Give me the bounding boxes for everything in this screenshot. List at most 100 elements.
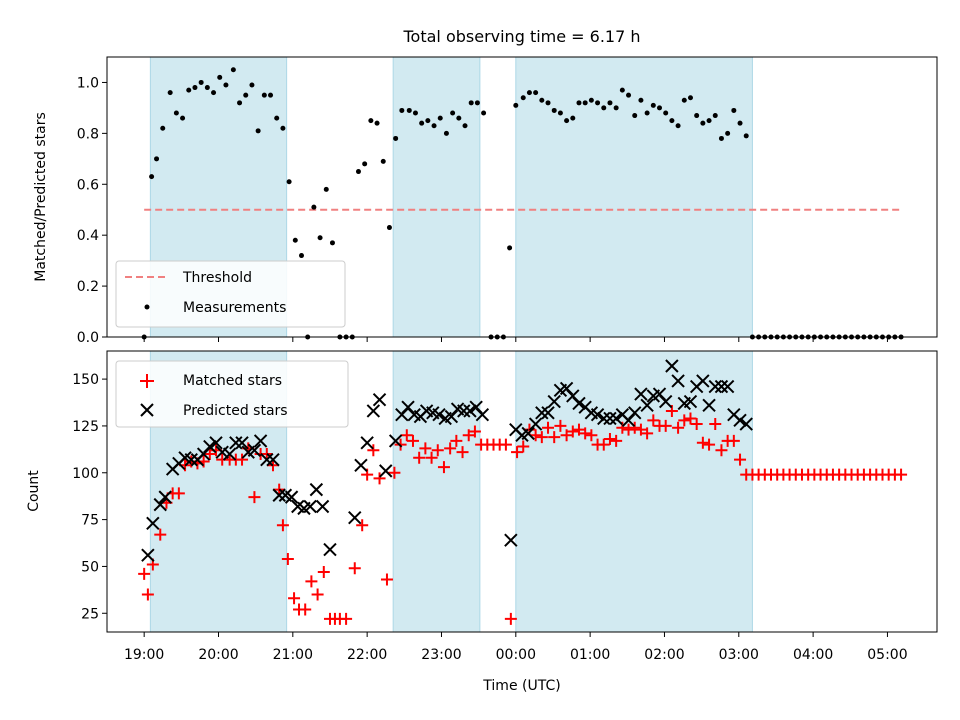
measurement-point [154, 156, 160, 162]
y-tick-label: 50 [81, 559, 99, 575]
predicted-star-point [597, 411, 611, 426]
measurement-point [481, 110, 487, 116]
predicted-star-point [463, 404, 477, 418]
measurement-point [551, 107, 557, 113]
matched-star-point [437, 461, 450, 474]
measurement-point [380, 158, 386, 164]
measurement-point [513, 102, 519, 108]
measurement-point [211, 90, 217, 96]
matched-star-point [542, 421, 555, 434]
measurement-point [582, 100, 588, 106]
matched-star-point [236, 453, 249, 466]
matched-star-point [610, 434, 623, 447]
measurement-point [180, 115, 186, 121]
matched-star-point [413, 451, 426, 464]
matched-star-point [647, 414, 660, 427]
predicted-star-point [372, 392, 387, 407]
measurement-point [268, 92, 274, 98]
measurement-point [687, 95, 693, 101]
predicted-star-point [303, 499, 317, 514]
measurement-point [329, 240, 335, 246]
predicted-star-point [683, 394, 698, 409]
legend-box [115, 260, 346, 328]
predicted-star-point [658, 394, 673, 409]
matched-star-point [373, 472, 386, 485]
measurement-point [399, 107, 405, 113]
predicted-star-point [284, 490, 299, 504]
matched-star-point [348, 562, 361, 575]
matched-star-point [734, 453, 747, 466]
predicted-star-point [528, 417, 543, 431]
measurement-point [450, 110, 456, 116]
measurement-point [431, 123, 437, 129]
measurement-point [437, 115, 443, 121]
matched-star-point [141, 588, 154, 601]
measurement-point [468, 100, 474, 106]
matched-star-point [203, 448, 216, 461]
measurement-point [230, 67, 236, 73]
matched-star-point [566, 425, 579, 438]
matched-star-point [172, 487, 185, 500]
matched-star-point [554, 419, 567, 432]
y-tick-label: 0.4 [77, 228, 99, 244]
measurement-point [406, 107, 412, 113]
matched-star-point [579, 427, 592, 440]
matched-star-point [367, 444, 380, 457]
matched-star-point [641, 427, 654, 440]
measurement-point [223, 82, 229, 88]
predicted-star-point [272, 488, 286, 502]
measurement-point [539, 97, 545, 103]
matched-star-point [276, 519, 289, 532]
matched-star-point [715, 444, 728, 457]
measurement-point [613, 105, 619, 111]
matched-star-point [311, 588, 324, 601]
predicted-star-point [247, 443, 262, 457]
x-tick-label: 20:00 [198, 647, 238, 663]
y-tick-label: 125 [72, 419, 99, 435]
predicted-star-point [541, 406, 555, 420]
measurement-point [374, 120, 380, 126]
predicted-star-point [665, 359, 679, 373]
matched-star-point [709, 418, 722, 431]
measurement-point [607, 100, 613, 106]
measurement-point [274, 115, 280, 121]
matched-star-point [504, 612, 517, 625]
measurement-point [386, 225, 392, 231]
matched-star-point [444, 442, 457, 455]
x-tick-label: 23:00 [421, 647, 461, 663]
measurement-point [526, 90, 532, 96]
matched-star-point [535, 431, 548, 444]
predicted-star-point [379, 464, 393, 478]
measurement-point [204, 85, 210, 91]
observing-interval [515, 350, 753, 633]
measurement-point [393, 135, 399, 141]
plot-frame [106, 350, 938, 633]
predicted-star-point [253, 434, 268, 448]
matched-star-point [499, 438, 512, 451]
predicted-star-point [146, 516, 160, 531]
predicted-star-point [203, 439, 217, 454]
matched-star-point [572, 423, 585, 436]
matched-star-point [388, 466, 401, 479]
measurement-point [217, 74, 223, 80]
measurement-point [507, 245, 513, 251]
measurement-point [192, 85, 198, 91]
predicted-star-point [315, 499, 330, 514]
predicted-stars-points [141, 359, 753, 562]
matched-star-point [468, 425, 481, 438]
y-tick-label: 0.0 [77, 330, 99, 346]
measurement-points [141, 67, 904, 340]
measurement-point [298, 253, 304, 259]
measurement-point [570, 115, 576, 121]
matched-star-point [659, 419, 672, 432]
matched-star-point [450, 434, 463, 447]
measurement-point [619, 87, 625, 93]
measurement-point [280, 125, 286, 131]
x-axis-ticks: 19:00 20:00 21:00 22:00 23:00 00:00 01:00 02:00… [124, 632, 908, 663]
measurement-point [626, 92, 632, 98]
measurement-point [419, 120, 425, 126]
predicted-star-point [634, 387, 648, 401]
matched-star-point [248, 491, 261, 504]
predicted-star-point [603, 411, 617, 426]
measurement-point [725, 130, 731, 136]
